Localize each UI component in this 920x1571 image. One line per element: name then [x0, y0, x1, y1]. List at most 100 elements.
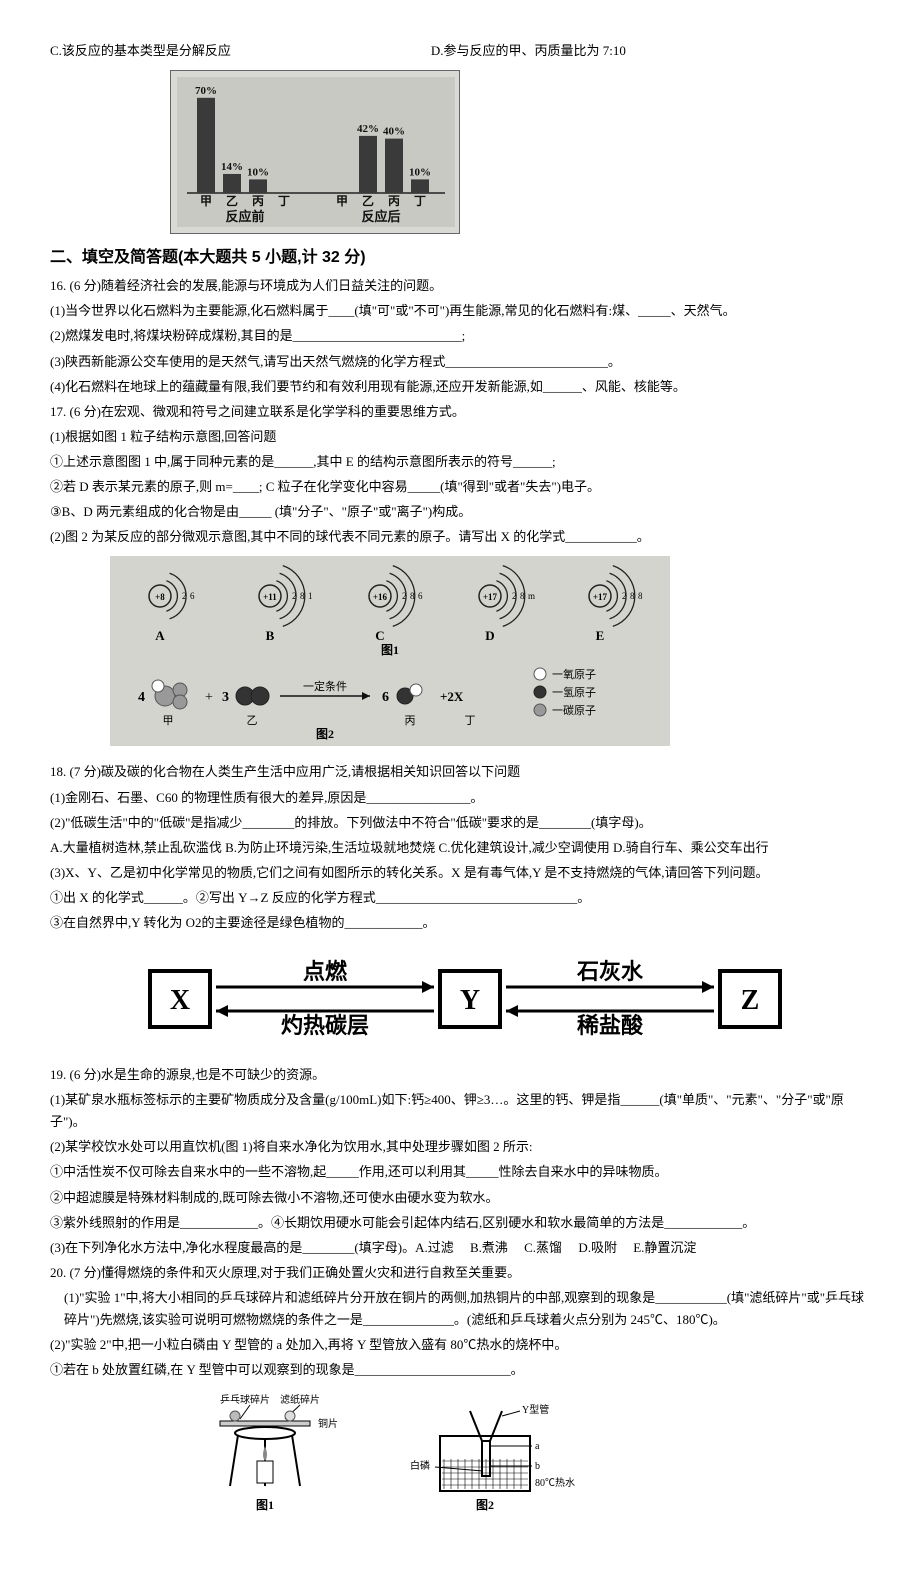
- svg-text:C: C: [375, 628, 384, 643]
- svg-text:+17: +17: [483, 592, 498, 602]
- svg-text:乙: 乙: [247, 714, 258, 727]
- svg-text:反应前: 反应前: [225, 209, 264, 224]
- q17-p1-2: ②若 D 表示某元素的原子,则 m=____; C 粒子在化学变化中容易____…: [50, 476, 870, 498]
- svg-text:Z: Z: [741, 985, 760, 1016]
- svg-text:图1: 图1: [381, 643, 399, 657]
- svg-text:8: 8: [638, 591, 643, 601]
- svg-text:+11: +11: [263, 592, 277, 602]
- q18-flowchart-svg: XYZ点燃灼热碳层石灰水稀盐酸: [110, 944, 810, 1054]
- q19-p3-d: D.吸附: [578, 1240, 617, 1255]
- q15-bar-chart: 70%甲14%乙10%丙丁反应前甲42%乙40%丙10%丁反应后: [177, 77, 455, 227]
- svg-text:丙: 丙: [405, 715, 416, 727]
- svg-text:一氢原子: 一氢原子: [552, 685, 596, 699]
- svg-text:一定条件: 一定条件: [303, 679, 347, 693]
- q19-p3-b: B.煮沸: [470, 1240, 508, 1255]
- q18-p1: (1)金刚石、石墨、C60 的物理性质有很大的差异,原因是___________…: [50, 787, 870, 809]
- q20-p1: (1)"实验 1"中,将大小相同的乒乓球碎片和滤纸碎片分开放在铜片的两侧,加热铜…: [64, 1287, 870, 1331]
- svg-text:乒乓球碎片: 乒乓球碎片: [220, 1393, 270, 1406]
- svg-text:丁: 丁: [278, 194, 290, 208]
- svg-text:图2: 图2: [316, 727, 334, 741]
- q19-stem: 19. (6 分)水是生命的源泉,也是不可缺少的资源。: [50, 1064, 870, 1086]
- svg-text:丁: 丁: [414, 194, 426, 208]
- q18-figure: XYZ点燃灼热碳层石灰水稀盐酸: [50, 944, 870, 1054]
- svg-text:丁: 丁: [465, 715, 476, 727]
- q16-p3: (3)陕西新能源公交车使用的是天然气,请写出天然气燃烧的化学方程式_______…: [50, 351, 870, 373]
- svg-text:+16: +16: [373, 592, 388, 602]
- q17-atoms-svg: +826A+11281B+16286C+1728mD+17288E图14甲+3乙…: [110, 556, 670, 746]
- q20-experiment-svg: 乒乓球碎片滤纸碎片铜片图1Y型管ab白磷80℃热水图2: [190, 1391, 610, 1521]
- q16-p2: (2)燃煤发电时,将煤块粉碎成煤粉,其目的是__________________…: [50, 325, 870, 347]
- q19-p3: (3)在下列净化水方法中,净化水程度最高的是________(填字母)。A.过滤…: [50, 1237, 870, 1259]
- q18-p3-1: ①出 X 的化学式______。②写出 Y→Z 反应的化学方程式________…: [50, 887, 870, 909]
- svg-text:3: 3: [222, 690, 229, 705]
- svg-text:B: B: [266, 628, 275, 643]
- q18-p3: (3)X、Y、乙是初中化学常见的物质,它们之间有如图所示的转化关系。X 是有毒气…: [50, 862, 870, 884]
- q20-stem: 20. (7 分)懂得燃烧的条件和灭火原理,对于我们正确处置火灾和进行自救至关重…: [50, 1262, 870, 1284]
- svg-text:40%: 40%: [383, 126, 405, 138]
- svg-text:4: 4: [138, 690, 145, 705]
- svg-text:Y型管: Y型管: [522, 1403, 549, 1416]
- q20-p2: (2)"实验 2"中,把一小粒白磷由 Y 型管的 a 处加入,再将 Y 型管放入…: [50, 1334, 870, 1356]
- svg-text:图1: 图1: [256, 1498, 274, 1512]
- svg-text:铜片: 铜片: [318, 1417, 338, 1430]
- q17-p1: (1)根据如图 1 粒子结构示意图,回答问题: [50, 426, 870, 448]
- q19-p3-a: (3)在下列净化水方法中,净化水程度最高的是________(填字母)。A.过滤: [50, 1240, 454, 1255]
- svg-text:1: 1: [308, 591, 313, 601]
- svg-text:点燃: 点燃: [303, 959, 348, 984]
- svg-text:10%: 10%: [247, 166, 269, 178]
- q20-p2-1: ①若在 b 处放置红磷,在 Y 型管中可以观察到的现象是____________…: [50, 1359, 870, 1381]
- q20-figure: 乒乓球碎片滤纸碎片铜片图1Y型管ab白磷80℃热水图2: [190, 1391, 870, 1521]
- q15-options: C.该反应的基本类型是分解反应 D.参与反应的甲、丙质量比为 7:10: [50, 40, 870, 62]
- svg-text:图2: 图2: [476, 1498, 494, 1512]
- svg-text:甲: 甲: [336, 194, 348, 208]
- section-2-title: 二、填空及简答题(本大题共 5 小题,计 32 分): [50, 244, 870, 271]
- svg-text:70%: 70%: [195, 85, 217, 97]
- q19-p2: (2)某学校饮水处可以用直饮机(图 1)将自来水净化为饮用水,其中处理步骤如图 …: [50, 1136, 870, 1158]
- svg-text:白磷: 白磷: [410, 1459, 430, 1472]
- svg-text:m: m: [528, 591, 535, 601]
- svg-text:b: b: [535, 1461, 540, 1472]
- q17-p1-3: ③B、D 两元素组成的化合物是由_____ (填"分子"、"原子"或"离子")构…: [50, 501, 870, 523]
- q17-stem: 17. (6 分)在宏观、微观和符号之间建立联系是化学学科的重要思维方式。: [50, 401, 870, 423]
- svg-text:一碳原子: 一碳原子: [552, 703, 596, 717]
- svg-text:甲: 甲: [200, 194, 212, 208]
- svg-text:石灰水: 石灰水: [576, 959, 644, 984]
- q19-p1: (1)某矿泉水瓶标签标示的主要矿物质成分及含量(g/100mL)如下:钙≥400…: [50, 1089, 870, 1133]
- svg-text:灼热碳层: 灼热碳层: [281, 1013, 369, 1038]
- q19-p2-1: ①中活性炭不仅可除去自来水中的一些不溶物,起_____作用,还可以利用其____…: [50, 1161, 870, 1183]
- svg-text:丙: 丙: [388, 194, 400, 208]
- q19-p3-e: E.静置沉淀: [633, 1240, 696, 1255]
- q19-p3-c: C.蒸馏: [524, 1240, 562, 1255]
- q17-p1-1: ①上述示意图图 1 中,属于同种元素的是______,其中 E 的结构示意图所表…: [50, 451, 870, 473]
- svg-text:丙: 丙: [252, 194, 264, 208]
- svg-text:+8: +8: [155, 592, 165, 602]
- svg-text:+2X: +2X: [440, 689, 464, 704]
- q18-opts: A.大量植树造林,禁止乱砍滥伐 B.为防止环境污染,生活垃圾就地焚烧 C.优化建…: [50, 837, 870, 859]
- q15-opt-d: D.参与反应的甲、丙质量比为 7:10: [431, 40, 626, 62]
- svg-text:甲: 甲: [163, 715, 174, 727]
- q19-p2-3: ③紫外线照射的作用是____________。④长期饮用硬水可能会引起体内结石,…: [50, 1212, 870, 1234]
- svg-text:+: +: [205, 690, 213, 705]
- q17-figure: +826A+11281B+16286C+1728mD+17288E图14甲+3乙…: [110, 556, 870, 753]
- q18-p2: (2)"低碳生活"中的"低碳"是指减少________的排放。下列做法中不符合"…: [50, 812, 870, 834]
- svg-text:D: D: [485, 628, 494, 643]
- svg-text:乙: 乙: [362, 194, 374, 208]
- svg-text:乙: 乙: [226, 194, 238, 208]
- q16-p4: (4)化石燃料在地球上的蕴藏量有限,我们要节约和有效利用现有能源,还应开发新能源…: [50, 376, 870, 398]
- svg-text:滤纸碎片: 滤纸碎片: [280, 1393, 320, 1406]
- svg-text:A: A: [155, 628, 165, 643]
- svg-text:一氧原子: 一氧原子: [552, 667, 596, 681]
- svg-text:42%: 42%: [357, 123, 379, 135]
- svg-text:6: 6: [190, 591, 195, 601]
- svg-text:6: 6: [382, 690, 389, 705]
- svg-text:a: a: [535, 1441, 540, 1452]
- q16-stem: 16. (6 分)随着经济社会的发展,能源与环境成为人们日益关注的问题。: [50, 275, 870, 297]
- svg-text:14%: 14%: [221, 161, 243, 173]
- svg-text:E: E: [596, 628, 605, 643]
- svg-text:+17: +17: [593, 592, 608, 602]
- q18-stem: 18. (7 分)碳及碳的化合物在人类生产生活中应用广泛,请根据相关知识回答以下…: [50, 761, 870, 783]
- q15-chart-figure: 70%甲14%乙10%丙丁反应前甲42%乙40%丙10%丁反应后: [170, 70, 870, 234]
- q18-p3-2: ③在自然界中,Y 转化为 O2的主要途径是绿色植物的____________。: [50, 912, 870, 934]
- q19-p2-2: ②中超滤膜是特殊材料制成的,既可除去微小不溶物,还可使水由硬水变为软水。: [50, 1187, 870, 1209]
- svg-text:X: X: [170, 985, 190, 1016]
